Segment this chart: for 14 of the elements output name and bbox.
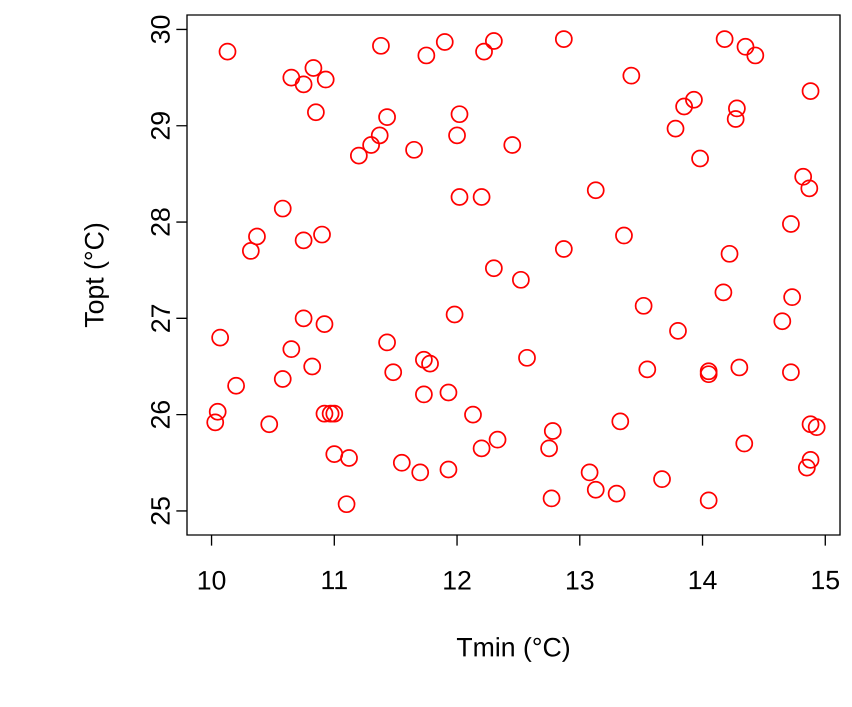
x-tick-label: 12 [444, 570, 471, 590]
x-tick-label: 10 [198, 570, 226, 590]
x-tick-label: 14 [690, 570, 717, 590]
y-tick-label: 27 [151, 304, 170, 332]
x-axis-title: Tmin (°C) [456, 637, 570, 662]
y-tick-label: 26 [150, 400, 170, 428]
x-tick-label: 11 [322, 570, 347, 590]
y-tick-label: 29 [150, 112, 170, 140]
y-tick-label: 30 [150, 16, 170, 44]
x-tick-label: 15 [812, 570, 839, 590]
y-axis-title: Topt (°C) [84, 224, 109, 328]
y-tick-label: 25 [150, 497, 170, 524]
y-tick-label: 28 [150, 208, 170, 236]
x-tick-label: 13 [566, 570, 594, 590]
